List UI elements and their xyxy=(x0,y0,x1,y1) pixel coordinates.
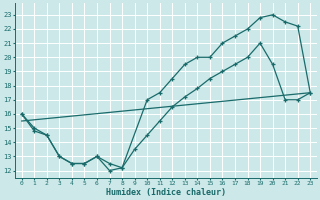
X-axis label: Humidex (Indice chaleur): Humidex (Indice chaleur) xyxy=(106,188,226,197)
